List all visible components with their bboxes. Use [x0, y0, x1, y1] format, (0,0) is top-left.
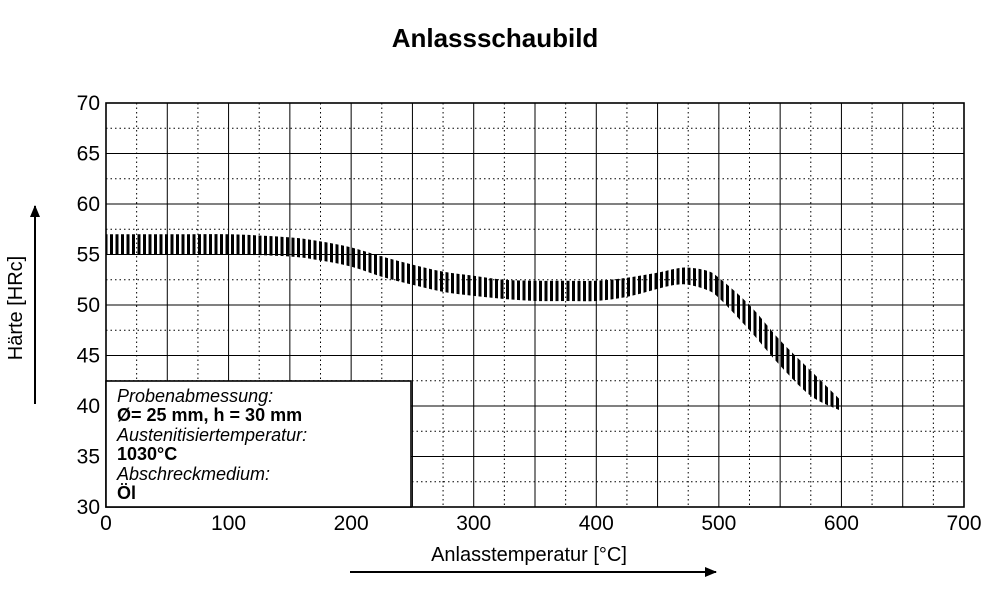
y-tick-label: 30 — [77, 496, 100, 519]
x-axis-label: Anlasstemperatur [°C] — [431, 544, 627, 566]
specimen-info-box: Probenabmessung: Ø= 25 mm, h = 30 mm Aus… — [105, 380, 412, 508]
info-line-1: Probenabmessung: — [117, 386, 273, 406]
y-tick-label: 65 — [77, 143, 100, 166]
info-line-5: Abschreckmedium: — [116, 464, 270, 484]
y-axis-label: Härte [HRc] — [5, 256, 27, 360]
info-line-3: Austenitisiertemperatur: — [116, 425, 307, 445]
x-tick-label: 700 — [946, 512, 981, 535]
tick-labels: 0 100 200 300 400 500 600 700 30 35 40 45 50 55 60 65 70 — [77, 92, 982, 535]
x-tick-label: 0 — [100, 512, 112, 535]
chart-title: Anlassschaubild — [392, 23, 599, 53]
y-tick-label: 55 — [77, 244, 100, 267]
x-tick-label: 500 — [701, 512, 736, 535]
info-line-6: Öl — [117, 483, 136, 503]
plot-frame — [105, 102, 965, 508]
y-tick-label: 40 — [77, 395, 100, 418]
info-line-2: Ø= 25 mm, h = 30 mm — [117, 405, 302, 425]
x-tick-label: 300 — [456, 512, 491, 535]
x-tick-label: 400 — [579, 512, 614, 535]
x-tick-label: 200 — [334, 512, 369, 535]
y-tick-label: 70 — [77, 92, 100, 115]
info-line-4: 1030°C — [117, 444, 177, 464]
y-tick-label: 45 — [77, 345, 100, 368]
y-tick-label: 50 — [77, 294, 100, 317]
y-tick-label: 60 — [77, 193, 100, 216]
x-tick-label: 600 — [824, 512, 859, 535]
y-tick-label: 35 — [77, 446, 100, 469]
hardness-band — [106, 234, 842, 412]
x-tick-label: 100 — [211, 512, 246, 535]
